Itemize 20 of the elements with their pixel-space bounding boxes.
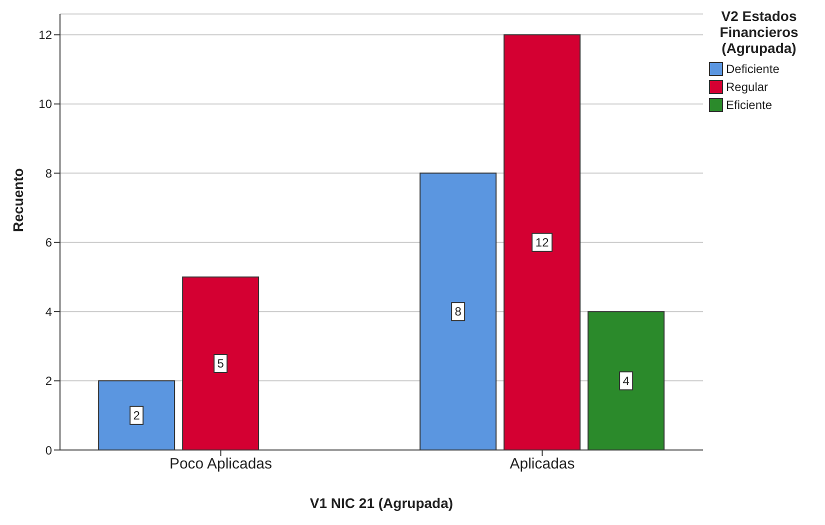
legend-label: Deficiente [725,61,780,78]
y-tick-label: 6 [45,236,52,250]
y-tick-label: 12 [38,28,52,42]
y-axis-title: Recuento [10,168,26,232]
x-tick-label: Aplicadas [510,456,575,473]
legend-label: Eficiente [725,97,774,114]
data-label: 5 [217,356,224,370]
data-label: 2 [133,408,140,422]
y-tick-label: 2 [45,374,52,388]
legend-label: Regular [725,79,770,96]
data-label: 12 [535,235,550,250]
x-axis-title: V1 NIC 21 (Agrupada) [310,495,454,511]
y-tick-label: 10 [38,97,52,112]
y-tick-label: 8 [45,166,52,180]
legend-title: V2 Estados Financieros (Agrupada) [718,8,800,56]
data-label: 4 [622,374,630,388]
data-label: 8 [454,304,462,319]
y-tick-label: 4 [45,304,52,319]
x-tick-label: Poco Aplicadas [169,456,272,473]
y-tick-label: 0 [45,443,52,458]
